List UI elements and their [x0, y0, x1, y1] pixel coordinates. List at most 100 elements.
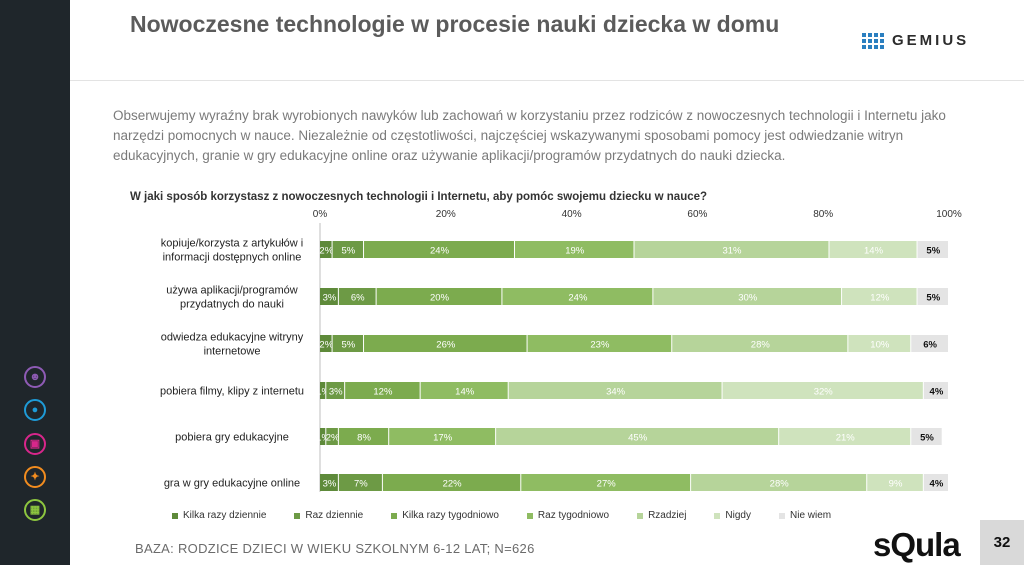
bar-segment [382, 474, 521, 491]
bar-segment [326, 382, 345, 399]
book-icon[interactable]: ▦ [24, 499, 46, 521]
bar-value-label: 7% [354, 479, 368, 490]
bar-value-label: 19% [565, 246, 585, 257]
bar-value-label: 24% [430, 246, 450, 257]
bar-segment [420, 382, 508, 399]
intro-paragraph: Obserwujemy wyraźny brak wyrobionych naw… [113, 108, 946, 163]
x-tick-label: 80% [813, 209, 833, 220]
bar-value-label: 32% [814, 387, 834, 398]
x-tick-label: 100% [936, 209, 962, 220]
bar-value-label: 5% [926, 293, 940, 304]
bar-segment [911, 428, 942, 445]
bar-segment [867, 474, 923, 491]
base-footnote: BAZA: RODZICE DZIECI W WIEKU SZKOLNYM 6-… [135, 541, 535, 556]
bar-value-label: 22% [443, 479, 463, 490]
bar-value-label: 28% [751, 340, 771, 351]
bar-segment [917, 288, 948, 305]
bar-segment [842, 288, 917, 305]
legend-item: Raz tygodniowo [526, 510, 609, 521]
bar-segment [691, 474, 867, 491]
bar-segment [634, 241, 829, 258]
bar-segment [338, 428, 389, 445]
legend-swatch [526, 512, 533, 519]
bar-value-label: 31% [722, 246, 742, 257]
bar-value-label: 5% [926, 246, 940, 257]
bar-segment [364, 241, 514, 258]
bar-segment [320, 288, 338, 305]
bar-segment [917, 241, 948, 258]
bar-segment [508, 382, 722, 399]
category-label: kopiuje/korzysta z artykułów i informacji… [161, 238, 303, 264]
bar-value-label: 14% [864, 246, 884, 257]
bar-segment [923, 474, 948, 491]
bar-segment [653, 288, 842, 305]
bar-segment [911, 335, 948, 352]
wrench-icon[interactable]: ✦ [24, 466, 46, 488]
bar-segment [345, 382, 420, 399]
bar-value-label: 6% [923, 340, 937, 351]
bar-segment [320, 474, 338, 491]
bar-segment [848, 335, 911, 352]
bar-segment [829, 241, 917, 258]
bar-value-label: 6% [351, 293, 365, 304]
bar-value-label: 5% [920, 433, 934, 444]
bar-segment [364, 335, 527, 352]
bar-value-label: 4% [930, 479, 944, 490]
bar-value-label: 26% [436, 340, 456, 351]
category-label: pobiera gry edukacyjne [175, 432, 289, 444]
people-icon[interactable]: ☻ [24, 366, 46, 388]
legend-swatch [779, 512, 785, 519]
page-number: 32 [993, 534, 1011, 551]
gemius-dots-icon [862, 32, 884, 49]
bar-segment [527, 335, 672, 352]
bar-value-label: 2% [319, 340, 333, 351]
bar-segment [332, 241, 364, 258]
bar-value-label: 2% [326, 433, 340, 444]
bar-value-label: 21% [836, 433, 856, 444]
bar-segment [496, 428, 779, 445]
bar-segment [376, 288, 502, 305]
category-label: pobiera filmy, klipy z internetu [160, 386, 304, 398]
x-tick-label: 60% [687, 209, 707, 220]
legend-item: Rzadziej [637, 510, 686, 521]
bar-value-label: 3% [323, 293, 337, 304]
chart-legend: Kilka razy dziennie Raz dziennie Kilka raz… [172, 510, 859, 521]
bar-value-label: 9% [889, 479, 903, 490]
bar-segment [326, 428, 338, 445]
bar-segment [320, 428, 326, 445]
lightbulb-icon[interactable]: ● [24, 399, 46, 421]
bar-value-label: 12% [373, 387, 393, 398]
bar-value-label: 1% [316, 433, 330, 444]
bar-segment [521, 474, 691, 491]
chart-title: W jaki sposób korzystasz z nowoczesnych … [130, 191, 708, 203]
bar-segment [502, 288, 653, 305]
bar-segment [672, 335, 848, 352]
squla-logo: sQula [873, 526, 961, 563]
sidebar: ☻ ● ▣ ✦ ▦ [0, 0, 70, 565]
bar-value-label: 2% [319, 246, 333, 257]
bar-value-label: 10% [870, 340, 890, 351]
category-label: gra w gry edukacyjne online [164, 478, 300, 490]
x-tick-label: 20% [436, 209, 456, 220]
bar-segment [332, 335, 364, 352]
bar-segment [320, 382, 326, 399]
bar-value-label: 12% [870, 293, 890, 304]
bar-value-label: 20% [430, 293, 450, 304]
bar-segment [338, 288, 376, 305]
bar-value-label: 24% [568, 293, 588, 304]
gemius-logo-text: GEMIUS [892, 32, 970, 49]
bar-segment [779, 428, 911, 445]
bar-value-label: 5% [341, 340, 355, 351]
legend-swatch [294, 512, 301, 519]
bar-value-label: 30% [738, 293, 758, 304]
bar-value-label: 45% [628, 433, 648, 444]
x-tick-label: 0% [313, 209, 328, 220]
legend-item: Kilka razy tygodniowo [391, 510, 499, 521]
legend-item: Kilka razy dziennie [172, 510, 266, 521]
x-tick-label: 40% [562, 209, 582, 220]
bar-value-label: 28% [770, 479, 790, 490]
cart-icon[interactable]: ▣ [24, 433, 46, 455]
legend-label: Nie wiem [790, 510, 832, 521]
category-label: używa aplikacji/programów przydatnych do … [166, 285, 297, 311]
